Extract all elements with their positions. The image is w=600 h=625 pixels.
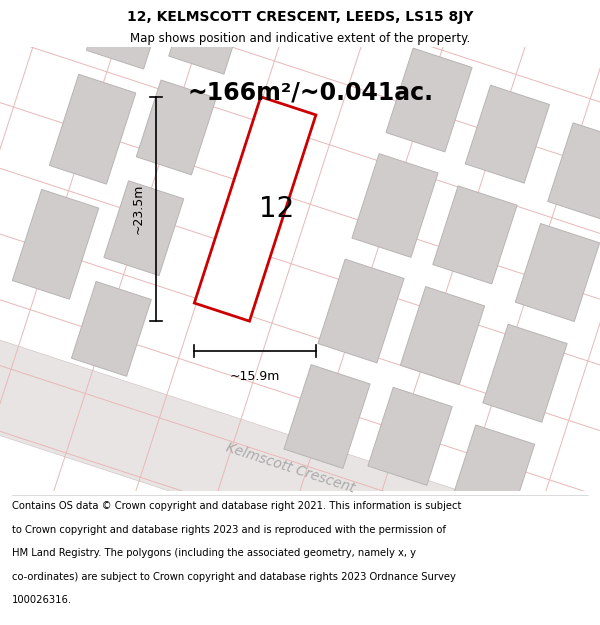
Polygon shape [400, 287, 485, 384]
Polygon shape [86, 0, 173, 69]
Text: to Crown copyright and database rights 2023 and is reproduced with the permissio: to Crown copyright and database rights 2… [12, 525, 446, 535]
Polygon shape [0, 313, 583, 618]
Polygon shape [49, 74, 136, 184]
Text: HM Land Registry. The polygons (including the associated geometry, namely x, y: HM Land Registry. The polygons (includin… [12, 548, 416, 558]
Polygon shape [548, 123, 600, 221]
Text: Map shows position and indicative extent of the property.: Map shows position and indicative extent… [130, 32, 470, 45]
Text: Contains OS data © Crown copyright and database right 2021. This information is : Contains OS data © Crown copyright and d… [12, 501, 461, 511]
Polygon shape [13, 189, 99, 299]
Text: 100026316.: 100026316. [12, 596, 72, 606]
Polygon shape [169, 0, 248, 74]
Text: ~166m²/~0.041ac.: ~166m²/~0.041ac. [187, 80, 433, 104]
Polygon shape [284, 364, 370, 468]
Text: co-ordinates) are subject to Crown copyright and database rights 2023 Ordnance S: co-ordinates) are subject to Crown copyr… [12, 572, 456, 582]
Polygon shape [136, 80, 216, 175]
Polygon shape [386, 48, 472, 152]
Polygon shape [515, 224, 599, 321]
Text: 12: 12 [259, 195, 295, 223]
Text: ~15.9m: ~15.9m [230, 369, 280, 382]
Polygon shape [352, 154, 438, 258]
Text: 12, KELMSCOTT CRESCENT, LEEDS, LS15 8JY: 12, KELMSCOTT CRESCENT, LEEDS, LS15 8JY [127, 10, 473, 24]
Text: Kelmscott Crescent: Kelmscott Crescent [224, 441, 356, 496]
Polygon shape [104, 181, 184, 276]
Polygon shape [465, 85, 550, 183]
Polygon shape [368, 388, 452, 485]
Polygon shape [483, 324, 567, 422]
Polygon shape [433, 186, 517, 284]
Text: ~23.5m: ~23.5m [132, 184, 145, 234]
Polygon shape [318, 259, 404, 363]
Polygon shape [71, 281, 151, 376]
Polygon shape [451, 425, 535, 523]
Polygon shape [194, 97, 316, 321]
